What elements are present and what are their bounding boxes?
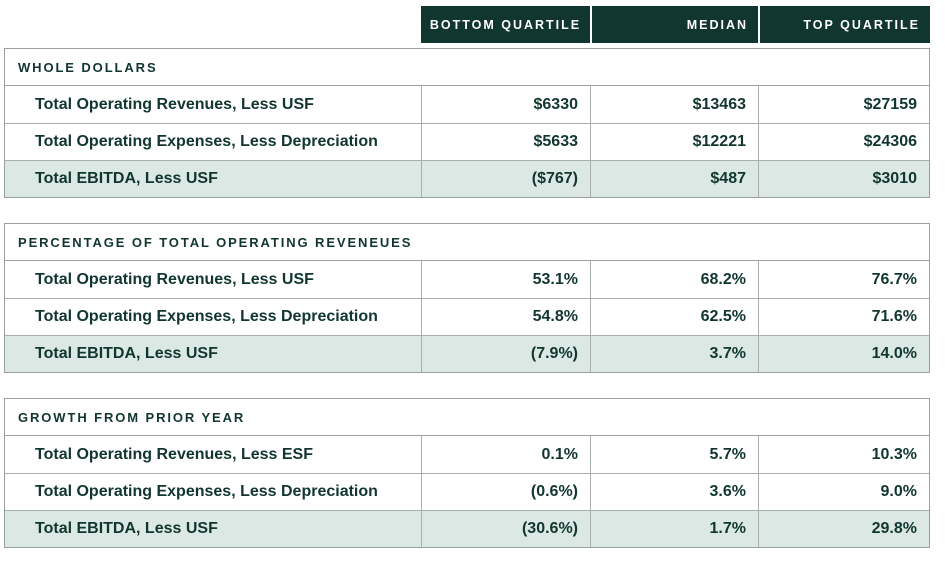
value-cell-median: 1.7% [590,511,758,547]
value-cell-median: 62.5% [590,299,758,335]
section-title: PERCENTAGE OF TOTAL OPERATING REVENEUES [18,234,413,250]
column-header-median: MEDIAN [590,6,758,43]
value-cell-bottom-quartile: $5633 [421,124,590,160]
value-cell-median: $12221 [590,124,758,160]
table-row-total: Total EBITDA, Less USF ($767) $487 $3010 [5,160,929,197]
value-cell-bottom-quartile: (0.6%) [421,474,590,510]
row-label: Total Operating Expenses, Less Depreciat… [35,483,378,500]
table-row: Total Operating Expenses, Less Depreciat… [5,298,929,335]
table-row-total: Total EBITDA, Less USF (7.9%) 3.7% 14.0% [5,335,929,372]
section-growth-from-prior-year: GROWTH FROM PRIOR YEAR Total Operating R… [4,398,930,548]
value-cell-top-quartile: 76.7% [758,261,929,298]
value-cell-median: $487 [590,161,758,197]
value-cell-bottom-quartile: (30.6%) [421,511,590,547]
row-label: Total Operating Revenues, Less USF [35,95,314,113]
value-cell-top-quartile: $24306 [758,124,929,160]
value-cell-median: 68.2% [590,261,758,298]
row-label: Total EBITDA, Less USF [35,170,218,187]
value-cell-bottom-quartile: (7.9%) [421,336,590,372]
value-cell-median: 5.7% [590,436,758,473]
value-cell-bottom-quartile: ($767) [421,161,590,197]
table-row-total: Total EBITDA, Less USF (30.6%) 1.7% 29.8… [5,510,929,547]
value-cell-top-quartile: $27159 [758,86,929,123]
table-row: Total Operating Expenses, Less Depreciat… [5,123,929,160]
value-cell-top-quartile: 71.6% [758,299,929,335]
value-cell-bottom-quartile: 53.1% [421,261,590,298]
value-cell-top-quartile: 14.0% [758,336,929,372]
row-label: Total Operating Revenues, Less ESF [35,445,313,463]
section-title-row: GROWTH FROM PRIOR YEAR [5,399,929,436]
table-row: Total Operating Expenses, Less Depreciat… [5,473,929,510]
column-header-bottom-quartile: BOTTOM QUARTILE [421,6,590,43]
section-title: GROWTH FROM PRIOR YEAR [18,409,246,425]
row-label: Total EBITDA, Less USF [35,345,218,362]
section-title-row: PERCENTAGE OF TOTAL OPERATING REVENEUES [5,224,929,261]
section-title-row: WHOLE DOLLARS [5,49,929,86]
value-cell-top-quartile: 10.3% [758,436,929,473]
section-whole-dollars: WHOLE DOLLARS Total Operating Revenues, … [4,48,930,198]
row-label: Total EBITDA, Less USF [35,520,218,537]
value-cell-median: 3.6% [590,474,758,510]
table-row: Total Operating Revenues, Less USF 53.1%… [5,261,929,298]
row-label: Total Operating Expenses, Less Depreciat… [35,133,378,150]
row-label: Total Operating Revenues, Less USF [35,270,314,288]
section-title: WHOLE DOLLARS [18,59,158,75]
section-percentage-of-revenues: PERCENTAGE OF TOTAL OPERATING REVENEUES … [4,223,930,373]
value-cell-top-quartile: 29.8% [758,511,929,547]
value-cell-bottom-quartile: $6330 [421,86,590,123]
value-cell-top-quartile: 9.0% [758,474,929,510]
value-cell-bottom-quartile: 54.8% [421,299,590,335]
value-cell-top-quartile: $3010 [758,161,929,197]
table-row: Total Operating Revenues, Less ESF 0.1% … [5,436,929,473]
value-cell-median: $13463 [590,86,758,123]
value-cell-bottom-quartile: 0.1% [421,436,590,473]
value-cell-median: 3.7% [590,336,758,372]
row-label: Total Operating Expenses, Less Depreciat… [35,308,378,325]
column-header-row: BOTTOM QUARTILE MEDIAN TOP QUARTILE [421,6,930,43]
column-header-top-quartile: TOP QUARTILE [758,6,930,43]
table-row: Total Operating Revenues, Less USF $6330… [5,86,929,123]
